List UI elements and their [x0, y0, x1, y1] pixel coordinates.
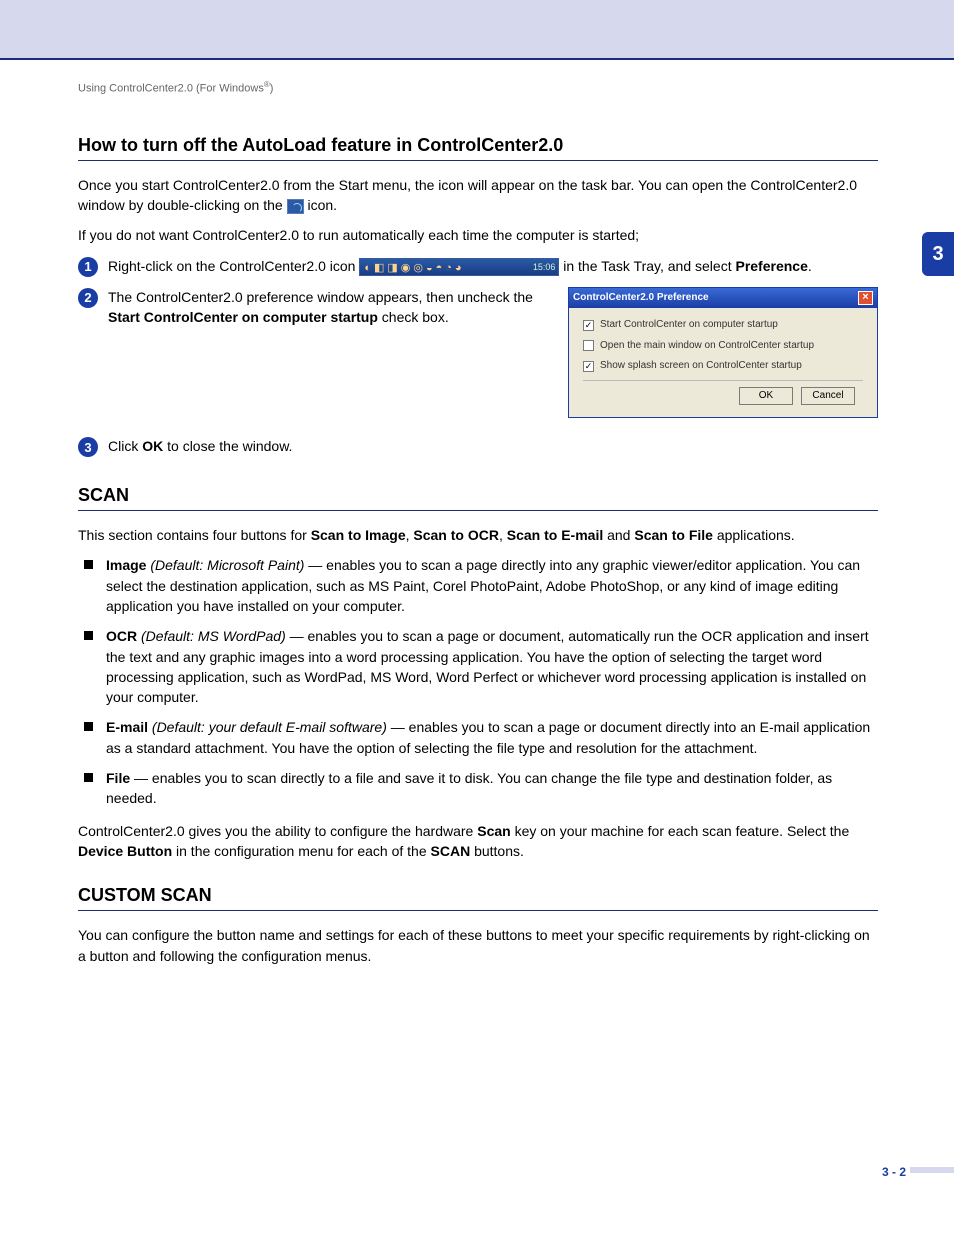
step-number-1: 1	[78, 257, 98, 277]
pref-opt1-label: Start ControlCenter on computer startup	[600, 318, 778, 333]
tray-icons: ◐◧◨◉◎◒◓◔◕	[364, 261, 464, 277]
dialog-buttons: OK Cancel	[583, 380, 863, 412]
preference-dialog: ControlCenter2.0 Preference × ✓ Start Co…	[568, 287, 878, 419]
pref-opt2-label: Open the main window on ControlCenter st…	[600, 339, 814, 354]
scan-outro: ControlCenter2.0 gives you the ability t…	[78, 821, 878, 862]
step2-a: The ControlCenter2.0 preference window a…	[108, 289, 533, 305]
pref-opt3-label: Show splash screen on ControlCenter star…	[600, 359, 802, 374]
scan-intro-g: and	[603, 527, 634, 543]
pref-option-3: ✓ Show splash screen on ControlCenter st…	[583, 359, 863, 374]
dialog-body: ✓ Start ControlCenter on computer startu…	[569, 308, 877, 417]
li1-b: (Default: Microsoft Paint)	[146, 557, 304, 573]
scan-intro-h: Scan to File	[634, 527, 713, 543]
scanout-a: ControlCenter2.0 gives you the ability t…	[78, 823, 477, 839]
scan-intro-d: Scan to OCR	[413, 527, 499, 543]
step-number-2: 2	[78, 288, 98, 308]
scan-intro-e: ,	[499, 527, 507, 543]
header-rule	[0, 58, 954, 60]
li3-b: (Default: your default E-mail software)	[148, 719, 387, 735]
intro-paragraph-2: If you do not want ControlCenter2.0 to r…	[78, 225, 878, 245]
intro-1b: icon.	[307, 197, 337, 213]
step-number-3: 3	[78, 437, 98, 457]
scan-list: Image (Default: Microsoft Paint) — enabl…	[78, 555, 878, 808]
chapter-tab: 3	[922, 232, 954, 276]
page-content: Using ControlCenter2.0 (For Windows®) Ho…	[78, 80, 878, 976]
pref-option-2: Open the main window on ControlCenter st…	[583, 339, 863, 354]
controlcenter-icon	[287, 199, 304, 214]
step-2: 2 The ControlCenter2.0 preference window…	[78, 287, 878, 419]
scanout-b: Scan	[477, 823, 510, 839]
li3-a: E-mail	[106, 719, 148, 735]
running-head-text: Using ControlCenter2.0 (For Windows	[78, 83, 264, 95]
step3-a: Click	[108, 438, 142, 454]
list-item-email: E-mail (Default: your default E-mail sof…	[78, 717, 878, 758]
ok-button[interactable]: OK	[739, 387, 793, 406]
scanout-d: Device Button	[78, 843, 172, 859]
list-item-image: Image (Default: Microsoft Paint) — enabl…	[78, 555, 878, 616]
scan-intro-f: Scan to E-mail	[507, 527, 603, 543]
intro-1a: Once you start ControlCenter2.0 from the…	[78, 177, 857, 213]
tray-clock: 15:06	[533, 261, 556, 274]
step3-c: to close the window.	[163, 438, 292, 454]
step2-b: Start ControlCenter on computer startup	[108, 309, 378, 325]
heading-autoload: How to turn off the AutoLoad feature in …	[78, 135, 878, 161]
step1-text-d: .	[808, 258, 812, 274]
step2-c: check box.	[378, 309, 449, 325]
custom-scan-paragraph: You can configure the button name and se…	[78, 925, 878, 966]
cancel-button[interactable]: Cancel	[801, 387, 855, 406]
li4-a: File	[106, 770, 130, 786]
heading-scan: SCAN	[78, 485, 878, 511]
list-item-file: File — enables you to scan directly to a…	[78, 768, 878, 809]
list-item-ocr: OCR (Default: MS WordPad) — enables you …	[78, 626, 878, 707]
dialog-titlebar: ControlCenter2.0 Preference ×	[569, 288, 877, 309]
scanout-c: key on your machine for each scan featur…	[511, 823, 850, 839]
li2-b: (Default: MS WordPad)	[137, 628, 286, 644]
step3-b: OK	[142, 438, 163, 454]
task-tray-image: ◐◧◨◉◎◒◓◔◕ 15:06	[359, 258, 559, 276]
scan-intro-b: Scan to Image	[311, 527, 406, 543]
page-num-rule	[910, 1167, 954, 1173]
step1-preference: Preference	[735, 258, 807, 274]
heading-custom-scan: CUSTOM SCAN	[78, 885, 878, 911]
close-icon[interactable]: ×	[858, 291, 873, 305]
step-1: 1 Right-click on the ControlCenter2.0 ic…	[78, 256, 878, 277]
step-2-body: The ControlCenter2.0 preference window a…	[108, 287, 878, 419]
scanout-f: SCAN	[431, 843, 471, 859]
step-3: 3 Click OK to close the window.	[78, 436, 878, 457]
scanout-e: in the configuration menu for each of th…	[172, 843, 430, 859]
page-number: 3 - 2	[882, 1165, 906, 1179]
li2-a: OCR	[106, 628, 137, 644]
step1-text-b: in the Task Tray, and select	[563, 258, 735, 274]
step-3-body: Click OK to close the window.	[108, 436, 878, 456]
scan-intro-i: applications.	[713, 527, 795, 543]
checkbox-1[interactable]: ✓	[583, 320, 594, 331]
header-band	[0, 0, 954, 58]
pref-option-1: ✓ Start ControlCenter on computer startu…	[583, 318, 863, 333]
scanout-g: buttons.	[470, 843, 524, 859]
checkbox-2[interactable]	[583, 340, 594, 351]
step-1-body: Right-click on the ControlCenter2.0 icon…	[108, 256, 878, 276]
checkbox-3[interactable]: ✓	[583, 361, 594, 372]
scan-intro-a: This section contains four buttons for	[78, 527, 311, 543]
running-head: Using ControlCenter2.0 (For Windows®)	[78, 80, 878, 95]
li4-c: — enables you to scan directly to a file…	[106, 770, 832, 806]
intro-paragraph-1: Once you start ControlCenter2.0 from the…	[78, 175, 878, 216]
running-head-suffix: )	[270, 83, 274, 95]
li1-a: Image	[106, 557, 146, 573]
step1-text-a: Right-click on the ControlCenter2.0 icon	[108, 258, 359, 274]
step2-text: The ControlCenter2.0 preference window a…	[108, 287, 548, 328]
dialog-title: ControlCenter2.0 Preference	[573, 291, 709, 306]
scan-intro: This section contains four buttons for S…	[78, 525, 878, 545]
